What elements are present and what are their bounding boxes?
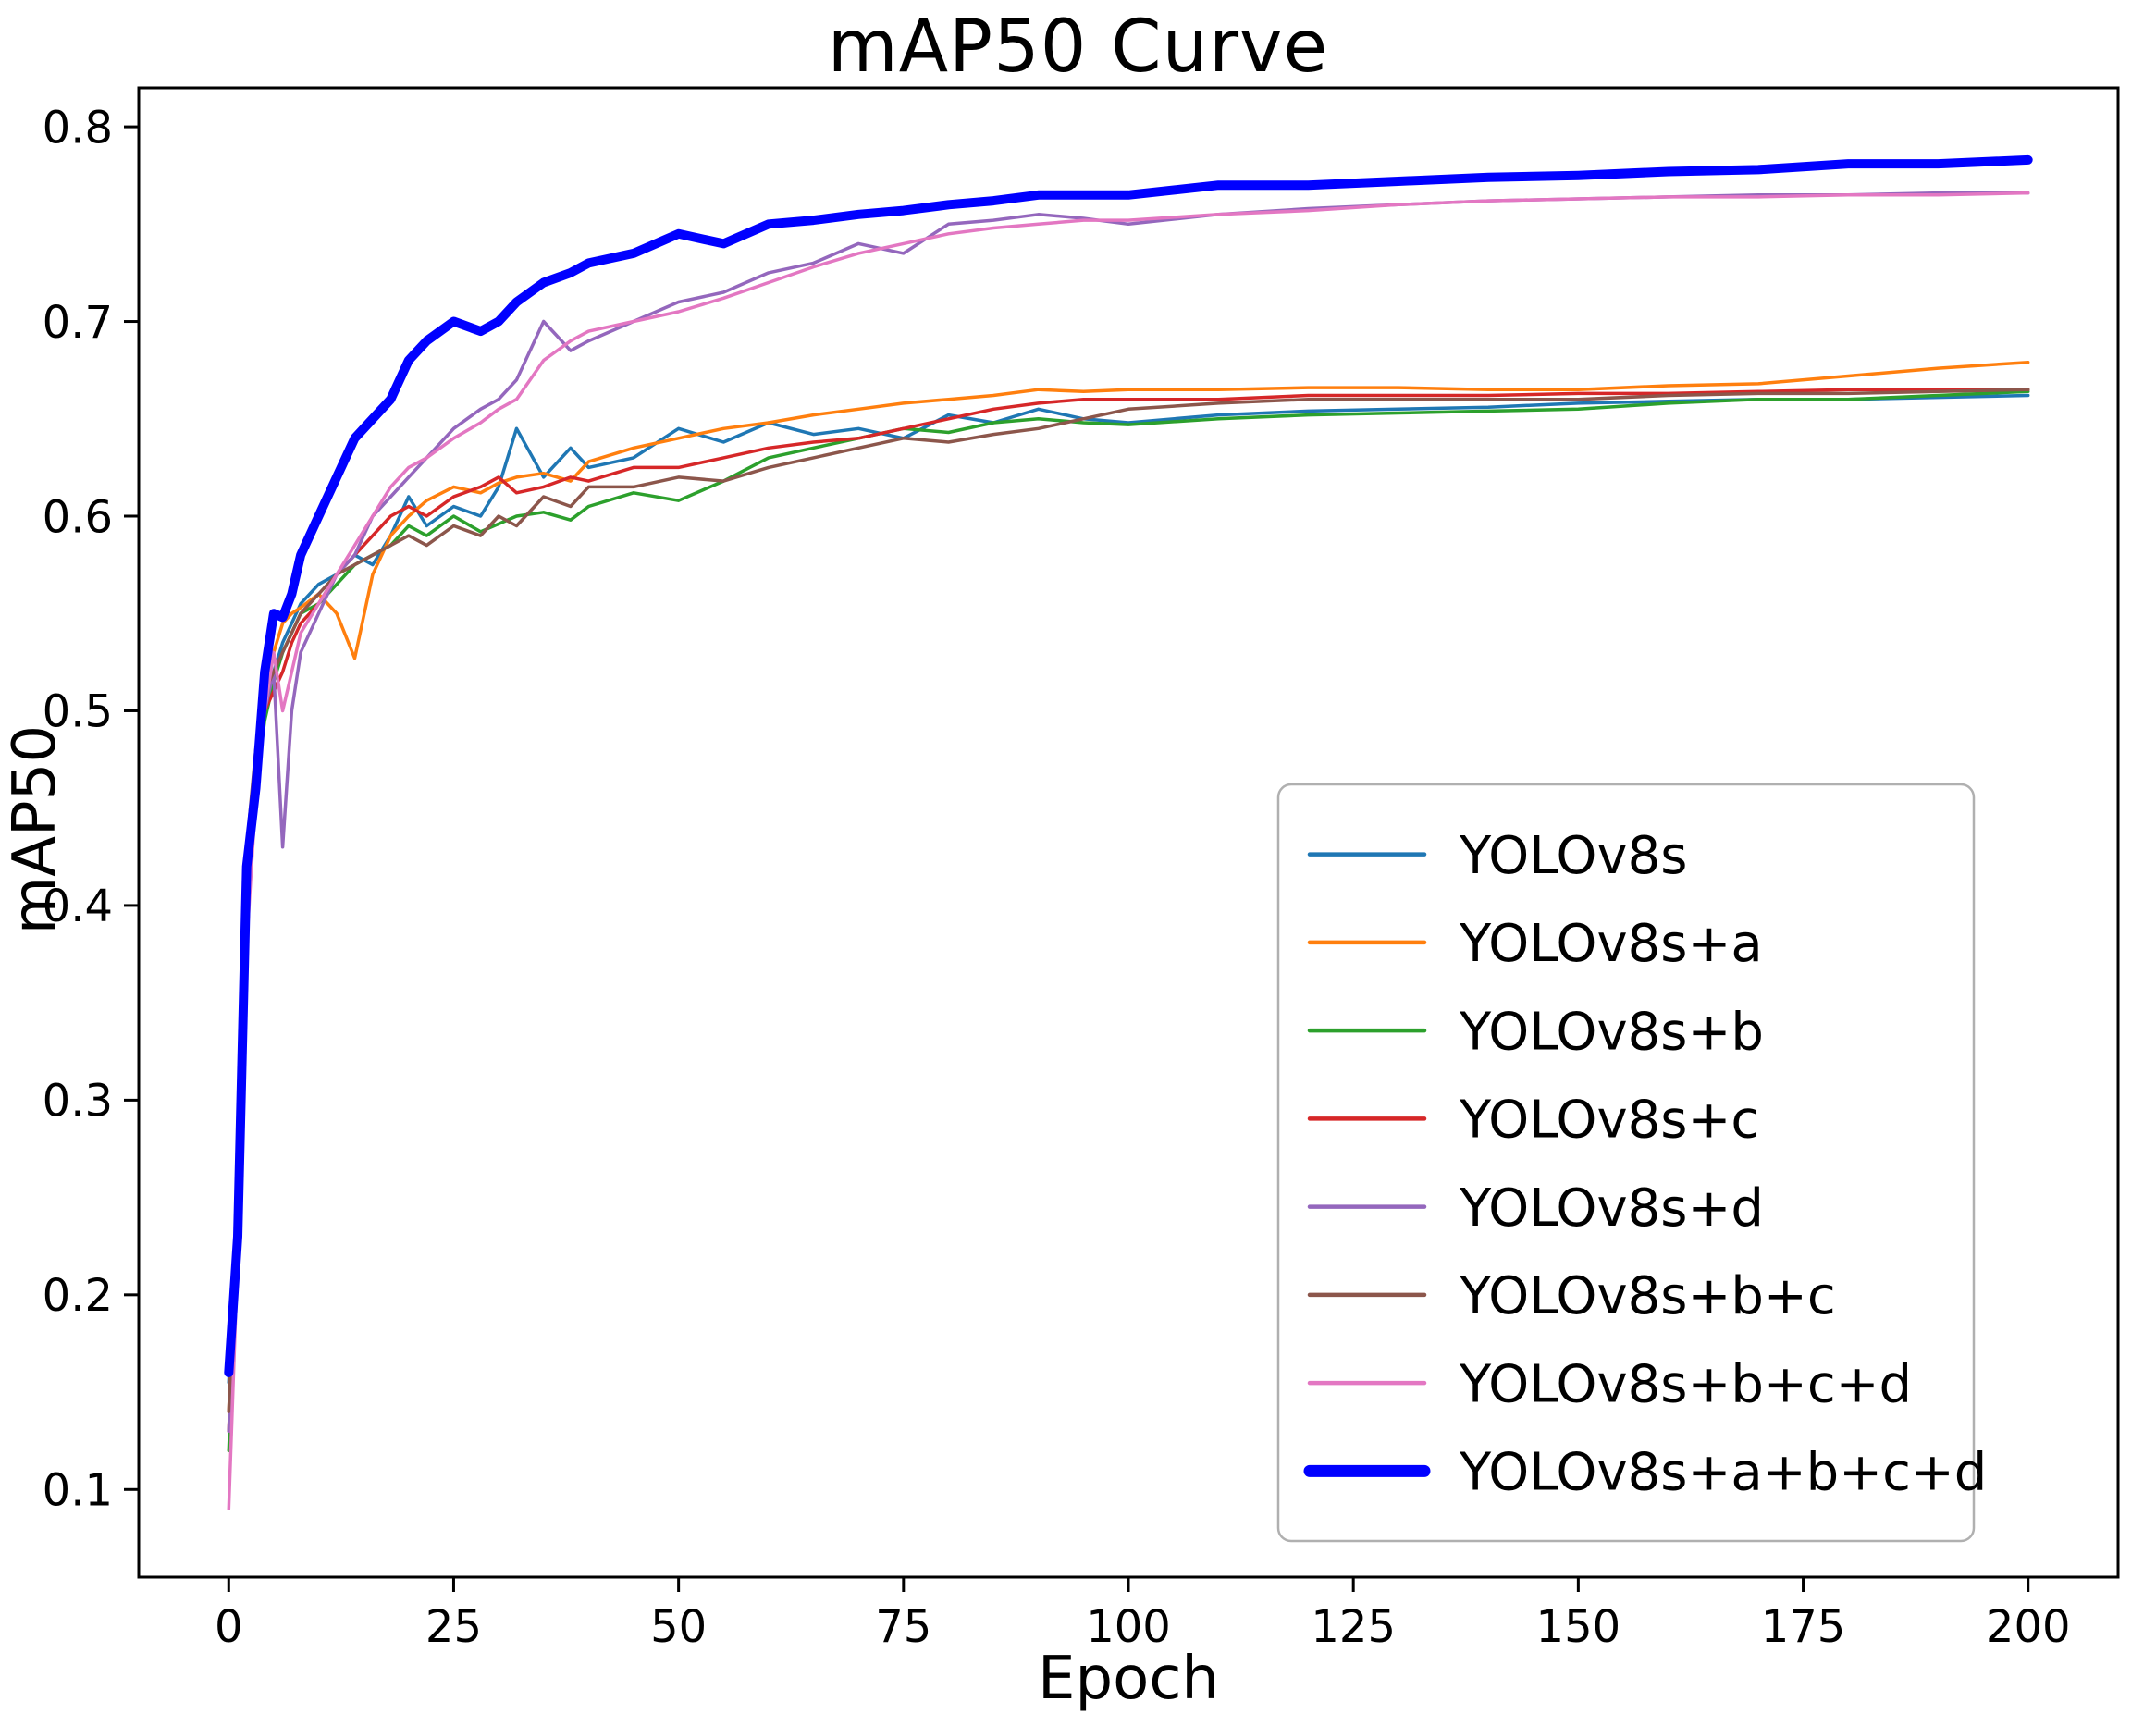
- legend-label: YOLOv8s+a+b+c+d: [1459, 1443, 1987, 1503]
- legend-label: YOLOv8s+c: [1459, 1091, 1759, 1151]
- x-tick-label: 200: [1986, 1601, 2071, 1653]
- legend-label: YOLOv8s+d: [1459, 1178, 1764, 1239]
- x-tick-label: 25: [425, 1601, 482, 1653]
- y-tick-label: 0.2: [43, 1270, 113, 1322]
- legend-label: YOLOv8s+b+c+d: [1459, 1354, 1912, 1414]
- series-line-YOLOv8s+b+c: [227, 388, 2030, 1413]
- y-tick-label: 0.4: [43, 881, 113, 932]
- legend-label: YOLOv8s+b: [1459, 1002, 1764, 1062]
- y-tick-label: 0.3: [43, 1076, 113, 1128]
- y-tick-label: 0.7: [43, 297, 113, 349]
- legend-label: YOLOv8s: [1459, 826, 1687, 886]
- series-line-YOLOv8s+a: [227, 360, 2030, 1413]
- x-tick-label: 75: [875, 1601, 931, 1653]
- legend-label: YOLOv8s+a: [1459, 914, 1763, 974]
- y-tick-label: 0.5: [43, 686, 113, 738]
- series-line-YOLOv8s+b+c+d: [227, 191, 2030, 1511]
- legend-label: YOLOv8s+b+c: [1459, 1266, 1836, 1326]
- y-tick-label: 0.6: [43, 491, 113, 543]
- x-tick-label: 125: [1311, 1601, 1396, 1653]
- plot-border: [137, 86, 2120, 1579]
- y-tick-label: 0.1: [43, 1465, 113, 1517]
- chart-title: mAP50 Curve: [827, 6, 1329, 89]
- x-tick-label: 50: [650, 1601, 707, 1653]
- x-tick-label: 175: [1761, 1601, 1846, 1653]
- series-line-YOLOv8s+c: [227, 388, 2030, 1433]
- series-line-YOLOv8s+a+b+c+d: [224, 154, 2033, 1377]
- y-tick-label: 0.8: [43, 102, 113, 154]
- x-tick-label: 150: [1536, 1601, 1621, 1653]
- series-line-YOLOv8s: [227, 393, 2030, 1385]
- x-tick-label: 100: [1086, 1601, 1171, 1653]
- x-tick-label: 0: [215, 1601, 243, 1653]
- x-axis-label: Epoch: [1038, 1645, 1219, 1713]
- legend-box: [1276, 783, 1976, 1543]
